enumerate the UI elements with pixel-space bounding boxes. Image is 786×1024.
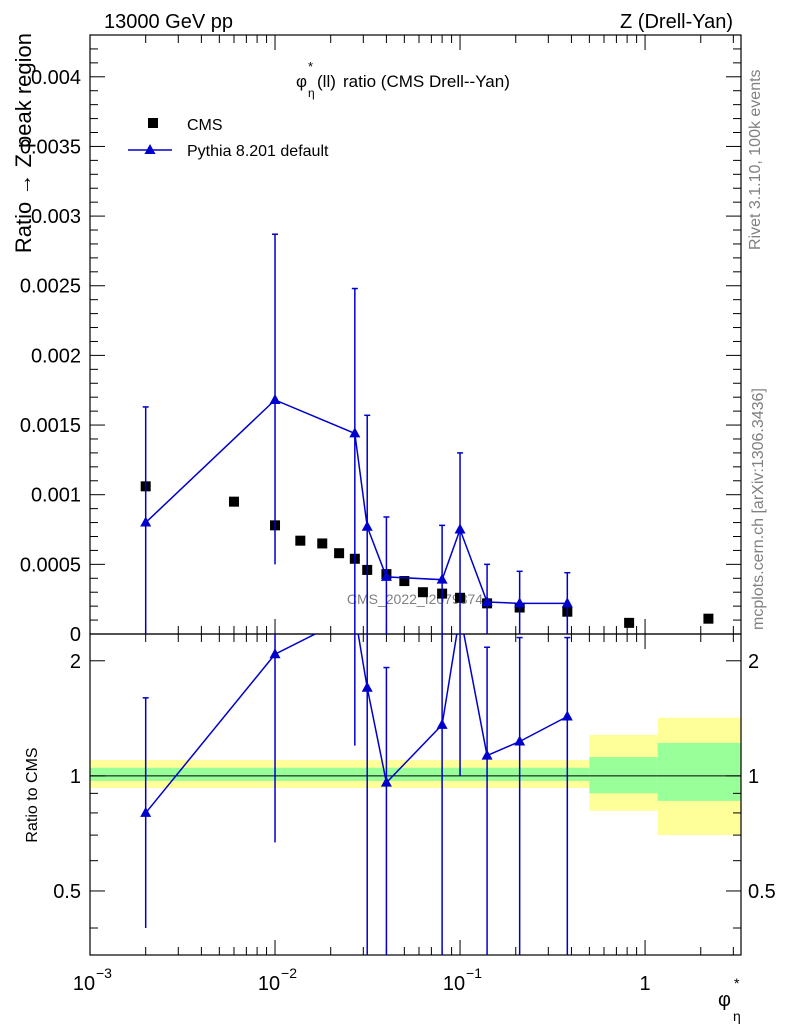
ratio-data-point <box>269 648 281 659</box>
green-uncertainty-band <box>90 767 590 781</box>
pythia-data-point <box>514 597 526 608</box>
cms-data-point <box>317 538 328 549</box>
legend-cms-label: CMS <box>187 117 223 134</box>
x-label-star: * <box>734 975 740 991</box>
y-tick-label: 0.004 <box>31 67 81 89</box>
cms-data-point <box>703 613 714 624</box>
plot-elements: 10 −3 10 −2 10 −1 100.00050.0010.00150.0020.00… <box>20 34 776 995</box>
pythia-data-point <box>380 570 392 581</box>
top-title: φ * η (ll) ratio (CMS Drell--Yan) <box>296 59 510 100</box>
x-tick-label: 10 <box>443 973 465 995</box>
pythia-data-point <box>454 523 466 534</box>
cms-data-point <box>399 576 410 587</box>
x-tick-label: 1 <box>640 973 651 995</box>
watermark: CMS_2022_I2079374 <box>347 591 483 607</box>
legend-pythia-marker <box>144 144 156 154</box>
legend-pythia-label: Pythia 8.201 default <box>187 143 329 160</box>
legend-cms-marker <box>148 118 158 128</box>
ratio-data-point <box>436 718 448 729</box>
pythia-data-point <box>140 516 152 527</box>
ratio-y-tick-label: 0.5 <box>53 881 81 903</box>
x-axis-label: φ * η <box>718 975 741 1024</box>
y-tick-label: 0.0005 <box>20 554 81 576</box>
cms-data-point <box>295 535 306 546</box>
y-tick-label: 0.0015 <box>20 415 81 437</box>
header-process-label: Z (Drell-Yan) <box>620 11 733 33</box>
title-symbol-sub: η <box>308 86 315 100</box>
ratio-y-tick-label-right: 1 <box>748 766 759 788</box>
x-tick-label: 10 <box>258 973 280 995</box>
y-tick-label: 0.003 <box>31 206 81 228</box>
cms-data-point <box>624 617 635 628</box>
x-tick-exponent: −1 <box>466 965 482 981</box>
cms-data-point <box>228 496 239 507</box>
bottom-panel-data <box>140 634 573 955</box>
ratio-y-tick-label: 1 <box>70 766 81 788</box>
pythia-data-point <box>349 427 361 438</box>
pythia-data-point <box>436 573 448 584</box>
y-tick-label: 0.002 <box>31 345 81 367</box>
ratio-series-line <box>145 634 568 814</box>
green-uncertainty-band <box>589 757 658 794</box>
pythia-data-point <box>269 393 281 404</box>
title-symbol-rest: (ll) <box>317 72 336 91</box>
pythia-data-point <box>481 595 493 606</box>
x-label-phi: φ <box>718 989 731 1011</box>
mcplots-label: mcplots.cern.ch [arXiv:1306.3436] <box>750 388 767 630</box>
x-tick-label: 10 <box>73 973 95 995</box>
ratio-data-point <box>380 776 392 787</box>
bottom-ylabel: Ratio to CMS <box>24 747 41 842</box>
legend: CMS Pythia 8.201 default <box>128 117 329 160</box>
y-tick-label: 0.0035 <box>20 136 81 158</box>
ratio-data-point <box>361 681 373 692</box>
x-tick-exponent: −2 <box>281 965 297 981</box>
ratio-y-tick-label-right: 2 <box>748 651 759 673</box>
green-uncertainty-band <box>657 742 741 801</box>
x-label-eta: η <box>733 1008 741 1024</box>
y-tick-label: 0.001 <box>31 485 81 507</box>
header-energy-label: 13000 GeV pp <box>104 11 233 33</box>
cms-data-point <box>417 587 428 598</box>
rivet-label: Rivet 3.1.10, 100k events <box>747 69 764 250</box>
top-ylabel: Ratio → Z peak region <box>11 33 36 253</box>
ratio-data-point <box>481 749 493 760</box>
bottom-panel-frame <box>89 633 742 956</box>
ratio-data-point <box>140 806 152 817</box>
ratio-y-tick-label-right: 0.5 <box>748 881 776 903</box>
ratio-y-tick-label: 2 <box>70 651 81 673</box>
cms-data-point <box>334 548 345 559</box>
x-tick-exponent: −3 <box>96 965 112 981</box>
title-symbol-star: * <box>308 59 313 74</box>
title-symbol: φ <box>296 72 307 91</box>
pythia-data-point <box>361 520 373 531</box>
pythia-data-point <box>561 597 573 608</box>
top-panel-data <box>140 233 714 634</box>
ratio-data-point <box>561 710 573 721</box>
ratio-data-point <box>514 735 526 746</box>
y-tick-label: 0 <box>70 624 81 646</box>
y-tick-label: 0.0025 <box>20 276 81 298</box>
title-text: ratio (CMS Drell--Yan) <box>343 72 510 91</box>
pythia-series-line <box>145 399 568 605</box>
